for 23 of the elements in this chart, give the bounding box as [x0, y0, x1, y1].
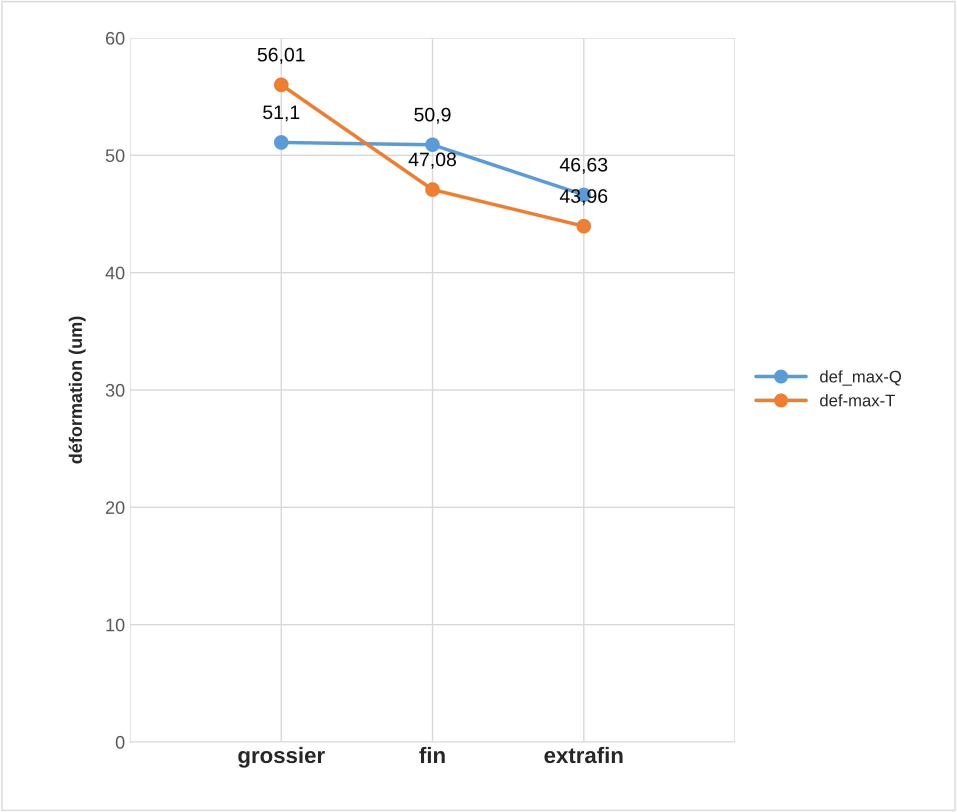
y-tick-label: 20 [106, 501, 124, 514]
x-tick-label: extrafin [544, 746, 623, 764]
y-tick-label: 50 [106, 149, 124, 162]
y-tick-label: 10 [106, 618, 124, 632]
data-label: 47,08 [408, 152, 456, 169]
point [425, 137, 440, 152]
point [274, 135, 289, 150]
x-tick-label: fin [419, 746, 445, 763]
y-tick-label: 60 [106, 32, 124, 45]
legend-label: def-max-T [820, 394, 895, 406]
data-label: 51,1 [263, 106, 300, 122]
data-label: 50,9 [414, 108, 450, 124]
y-tick-label: 40 [105, 266, 124, 280]
y-tick-label: 30 [106, 384, 124, 397]
point [425, 182, 440, 197]
y-tick-label: 0 [116, 736, 124, 749]
x-tick-label: grossier [238, 746, 325, 768]
point [576, 218, 592, 234]
legend-label: def_max-Q [820, 370, 902, 386]
point [274, 78, 289, 92]
data-label: 56,01 [258, 48, 305, 64]
data-label: 46,63 [560, 158, 608, 174]
y-axis-title: déformation (um) [68, 316, 86, 464]
